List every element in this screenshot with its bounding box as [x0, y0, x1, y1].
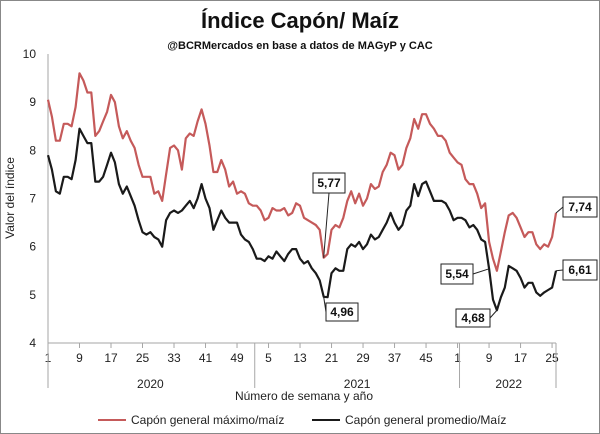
- y-axis-title: Valor del índice: [3, 157, 17, 239]
- y-tick-label: 5: [29, 288, 36, 302]
- chart-title: Índice Capón/ Maíz: [201, 8, 399, 33]
- y-tick-label: 7: [29, 192, 36, 206]
- x-tick-label: 17: [104, 351, 118, 365]
- x-tick-label: 1: [454, 351, 461, 365]
- annotation-label: 4,68: [461, 311, 485, 325]
- year-label: 2022: [495, 377, 522, 391]
- legend: Capón general máximo/maíz Capón general …: [98, 413, 506, 427]
- x-tick-label: 5: [265, 351, 272, 365]
- annotation-leader: [323, 192, 330, 258]
- x-tick-label: 49: [230, 351, 244, 365]
- y-axis: 4 5 6 7 8 9 10: [23, 47, 49, 350]
- x-tick-label: 21: [325, 351, 339, 365]
- x-tick-label: 25: [545, 351, 559, 365]
- x-tick-label: 9: [76, 351, 83, 365]
- x-tick-label: 13: [293, 351, 307, 365]
- x-tick-label: 37: [388, 351, 402, 365]
- annotation-layer: 5,77 4,96 5,54 4,68 7,74 6,61: [312, 172, 598, 328]
- x-tick-label: 25: [136, 351, 150, 365]
- series-line-avg: [46, 127, 558, 312]
- x-tick-label: 29: [356, 351, 370, 365]
- y-tick-label: 4: [29, 336, 36, 350]
- annotation-label: 5,54: [445, 267, 469, 281]
- series-line-max: [46, 72, 558, 272]
- annotation-label: 6,61: [568, 263, 592, 277]
- x-tick-label: 45: [419, 351, 433, 365]
- legend-label-max: Capón general máximo/maíz: [131, 413, 284, 427]
- annotation-leader: [555, 206, 564, 214]
- x-tick-label: 41: [199, 351, 213, 365]
- annotation-box: [562, 196, 598, 218]
- annotation-box: [325, 302, 359, 322]
- year-label: 2020: [137, 377, 164, 391]
- x-tick-label: 17: [514, 351, 528, 365]
- annotation-label: 5,77: [317, 176, 341, 190]
- legend-label-avg: Capón general promedio/Maíz: [345, 413, 506, 427]
- annotation-box: [312, 172, 346, 194]
- x-axis-title: Número de semana y año: [235, 389, 373, 403]
- annotation-label: 7,74: [568, 200, 592, 214]
- annotation-leader: [489, 309, 498, 319]
- annotation-box: [562, 259, 598, 281]
- annotation-label: 4,96: [330, 305, 354, 319]
- year-label: 2021: [344, 377, 371, 391]
- y-tick-label: 8: [29, 143, 36, 157]
- annotation-leader: [472, 268, 490, 275]
- annotation-leader: [555, 269, 564, 272]
- y-tick-label: 9: [29, 95, 36, 109]
- series-layer: [46, 72, 558, 312]
- x-tick-label: 33: [167, 351, 181, 365]
- annotation-box: [455, 308, 491, 328]
- annotation-box: [440, 263, 474, 285]
- x-axis: 1917253341495132129374519172520202021202…: [45, 342, 559, 391]
- y-tick-label: 10: [23, 47, 37, 61]
- chart-subtitle: @BCRMercados en base a datos de MAGyP y …: [167, 40, 432, 52]
- x-tick-label: 9: [486, 351, 493, 365]
- y-tick-label: 6: [29, 240, 36, 254]
